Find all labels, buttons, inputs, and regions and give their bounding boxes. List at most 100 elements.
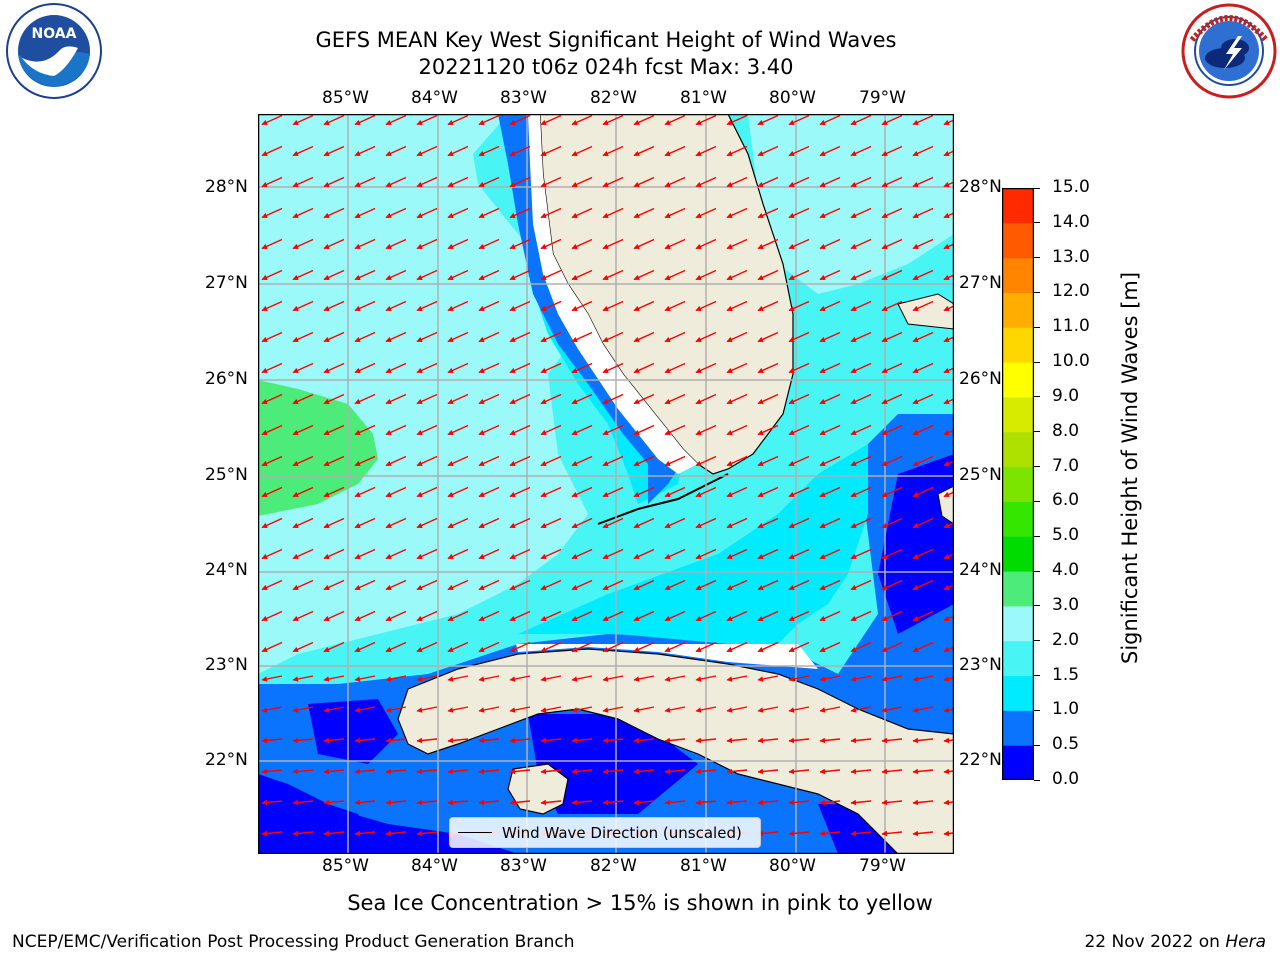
wave-direction-arrow [385,641,407,653]
wave-direction-arrow [726,331,748,343]
wave-direction-arrow [292,424,314,436]
wave-direction-arrow [664,737,686,744]
wave-direction-arrow [695,768,717,775]
wave-direction-arrow [664,176,686,188]
wave-direction-arrow [633,300,655,312]
wave-direction-arrow [292,579,314,591]
wave-direction-arrow [509,548,531,560]
wave-direction-arrow [385,675,407,682]
colorbar-tick [1034,257,1040,259]
wave-direction-arrow [385,269,407,281]
wave-direction-arrow [602,114,624,126]
wave-direction-arrow [416,145,438,157]
lat-tick-label: 26°N [205,369,248,389]
wave-direction-arrow [695,675,717,682]
wave-direction-arrow [912,641,934,653]
wave-direction-arrow [726,548,748,560]
wave-direction-arrow [323,424,345,436]
wave-direction-arrow [447,517,469,529]
wave-direction-arrow [788,207,810,219]
lat-tick-label: 26°N [959,369,1002,389]
wave-direction-arrow [757,424,779,436]
wave-direction-arrow [819,176,841,188]
wave-direction-arrow [478,610,500,622]
wave-direction-arrow [912,269,934,281]
wave-direction-arrow [571,641,593,653]
colorbar-tick [1034,500,1040,502]
lat-tick-label: 24°N [959,560,1002,580]
wave-direction-arrow [788,393,810,405]
wave-direction-arrow [633,706,655,713]
wave-direction-arrow [385,768,407,775]
wave-direction-arrow [912,300,934,312]
wave-direction-arrow [726,641,748,653]
wave-direction-arrow [571,300,593,312]
chart-subtitle: 20221120 t06z 024h fcst Max: 3.40 [418,55,794,79]
wave-direction-arrow [509,517,531,529]
colorbar-tick [1034,605,1040,607]
wave-direction-arrow [664,269,686,281]
wave-direction-arrow [354,114,376,126]
wave-direction-arrow [912,830,934,837]
wave-direction-arrow [664,114,686,126]
wave-direction-arrow [416,207,438,219]
wave-direction-arrow [726,737,748,744]
wave-direction-arrow [292,675,314,682]
wave-direction-arrow [788,176,810,188]
wave-direction-arrow [478,114,500,126]
wave-direction-arrow [478,706,500,713]
wave-direction-arrow [788,145,810,157]
wave-direction-arrow [261,641,283,653]
wave-direction-arrow [478,799,500,806]
wave-direction-arrow [943,274,954,281]
wave-direction-arrow [912,799,934,806]
wave-direction-arrow [385,486,407,498]
wave-direction-arrow [292,737,314,744]
wave-direction-arrow [261,579,283,591]
wave-direction-arrow [416,393,438,405]
wave-direction-arrow [757,610,779,622]
wave-direction-arrow [943,615,954,622]
wave-direction-arrow [602,300,624,312]
wave-direction-arrow [602,331,624,343]
wave-direction-arrow [788,768,810,775]
wave-direction-arrow [354,331,376,343]
wave-direction-arrow [540,145,562,157]
wave-direction-arrow [757,455,779,467]
wave-direction-arrow [912,331,934,343]
wave-direction-arrow [478,362,500,374]
wave-direction-arrow [788,486,810,498]
colorbar-tick-label: 2.0 [1052,629,1080,650]
wave-direction-arrow [292,517,314,529]
wave-direction-arrow [850,362,872,374]
colorbar-tick [1034,675,1040,677]
wave-direction-arrow [664,300,686,312]
wave-direction-arrow [509,238,531,250]
wave-direction-arrow [726,207,748,219]
wave-band-0.0-0.5-cuba-south [528,714,698,814]
wave-direction-arrow [323,737,345,744]
wave-direction-arrow [726,675,748,682]
wave-direction-arrow [881,331,903,343]
colorbar-tick [1034,535,1040,537]
map-frame [258,114,954,854]
lon-tick-label: 79°W [859,88,906,108]
wave-direction-arrow [385,424,407,436]
wave-direction-arrow [509,486,531,498]
wave-direction-arrow [540,641,562,653]
wave-direction-arrow [850,799,872,806]
wave-direction-arrow [602,548,624,560]
colorbar-tick [1034,222,1040,224]
wave-direction-arrow [943,768,954,775]
lat-tick-label: 24°N [205,560,248,580]
wave-direction-arrow [540,737,562,744]
wave-band-0.0-0.5-yucatan [308,699,398,764]
grand-bahama-island [897,293,954,330]
wave-direction-arrow [788,579,810,591]
wave-direction-arrow [664,675,686,682]
colorbar-frame [1002,188,1034,780]
wave-direction-arrow [819,579,841,591]
lat-tick-label: 22°N [205,750,248,770]
wave-direction-arrow [292,114,314,126]
wave-direction-arrow [447,331,469,343]
